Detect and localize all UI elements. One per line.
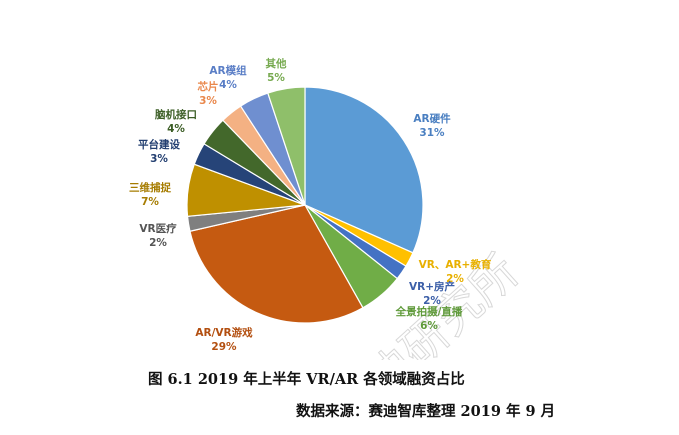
pie-slice xyxy=(304,86,424,254)
slice-name: 脑机接口 xyxy=(155,108,197,121)
slice-label: AR/VR游戏 29% xyxy=(195,326,253,353)
slice-value: 3% xyxy=(150,153,168,165)
pie-slice xyxy=(267,86,306,206)
figure-caption: 图 6.1 2019 年上半年 VR/AR 各领域融资占比 xyxy=(148,371,465,388)
slice-name: 芯片 xyxy=(198,80,219,93)
slice-value: 4% xyxy=(167,123,185,135)
slice-label: 平台建设 3% xyxy=(138,138,180,165)
slice-name: AR模组 xyxy=(209,64,247,77)
slice-value: 4% xyxy=(219,79,237,91)
pie-chart: 赛迪研究所 AR硬件 31%VR、AR+教育 2%VR+房产 2%全景拍摄/直播 6%A… xyxy=(129,57,529,360)
slice-value: 2% xyxy=(446,273,464,285)
pie-slice xyxy=(189,204,364,324)
slice-name: AR硬件 xyxy=(413,112,451,125)
slice-value: 2% xyxy=(423,295,441,307)
slice-label: AR模组 4% xyxy=(209,64,247,91)
slice-label: 三维捕捉 7% xyxy=(129,181,171,208)
slice-value: 29% xyxy=(211,341,237,353)
slice-name: 其他 xyxy=(266,57,287,70)
slice-name: AR/VR游戏 xyxy=(195,326,253,339)
slice-name: 平台建设 xyxy=(138,138,180,151)
slice-label: VR+房产 2% xyxy=(409,280,455,307)
slice-value: 3% xyxy=(199,95,217,107)
slice-label: VR医疗 2% xyxy=(139,222,177,249)
slice-label: VR、AR+教育 2% xyxy=(419,258,492,285)
pie-slices xyxy=(186,86,424,324)
slice-label: 全景拍摄/直播 6% xyxy=(395,305,463,332)
slice-label: 芯片 3% xyxy=(198,80,219,107)
slice-label: 脑机接口 4% xyxy=(155,108,197,135)
slice-label: 其他 5% xyxy=(266,57,287,84)
data-source: 数据来源：赛迪智库整理 2019 年 9 月 xyxy=(296,403,556,420)
slice-value: 31% xyxy=(419,127,445,139)
slice-value: 6% xyxy=(420,320,438,332)
slice-labels: AR硬件 31%VR、AR+教育 2%VR+房产 2%全景拍摄/直播 6%AR/VR游戏… xyxy=(129,57,492,353)
slice-value: 5% xyxy=(267,72,285,84)
slice-name: 全景拍摄/直播 xyxy=(395,305,463,318)
slice-name: VR+房产 xyxy=(409,280,455,293)
slice-value: 7% xyxy=(141,196,159,208)
slice-label: AR硬件 31% xyxy=(413,112,451,139)
slice-name: VR医疗 xyxy=(139,222,177,235)
slice-value: 2% xyxy=(149,237,167,249)
slice-name: VR、AR+教育 xyxy=(419,258,492,271)
slice-name: 三维捕捉 xyxy=(129,181,171,194)
